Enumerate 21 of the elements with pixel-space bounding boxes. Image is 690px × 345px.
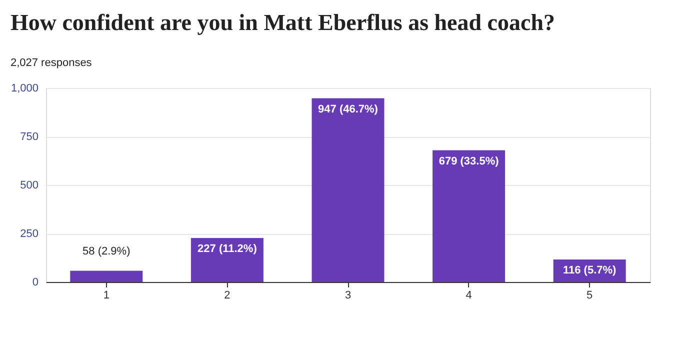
data-label: 947 (46.7%) bbox=[318, 103, 378, 116]
y-tick-label: 750 bbox=[20, 131, 38, 143]
x-tick-label: 2 bbox=[224, 290, 230, 302]
data-label: 679 (33.5%) bbox=[438, 155, 500, 168]
y-tick-label: 1,000 bbox=[10, 82, 38, 94]
x-tick-label: 5 bbox=[586, 290, 593, 302]
bar bbox=[190, 238, 264, 282]
chart-title: How confident are you in Matt Eberflus as head coach? bbox=[10, 10, 556, 35]
x-tick-label: 1 bbox=[103, 290, 110, 302]
bar bbox=[70, 270, 143, 282]
bar bbox=[312, 98, 384, 282]
chart-subtitle: 2,027 responses bbox=[10, 57, 92, 69]
y-tick-label: 0 bbox=[32, 276, 38, 288]
x-tick-label: 4 bbox=[466, 290, 472, 302]
y-tick-label: 500 bbox=[20, 180, 38, 192]
data-label: 116 (5.7%) bbox=[563, 264, 617, 276]
data-label: 58 (2.9%) bbox=[82, 246, 130, 258]
x-tick-label: 3 bbox=[344, 290, 352, 302]
bar bbox=[432, 150, 506, 282]
y-tick-label: 250 bbox=[20, 228, 38, 240]
data-label: 227 (11.2%) bbox=[198, 242, 258, 255]
